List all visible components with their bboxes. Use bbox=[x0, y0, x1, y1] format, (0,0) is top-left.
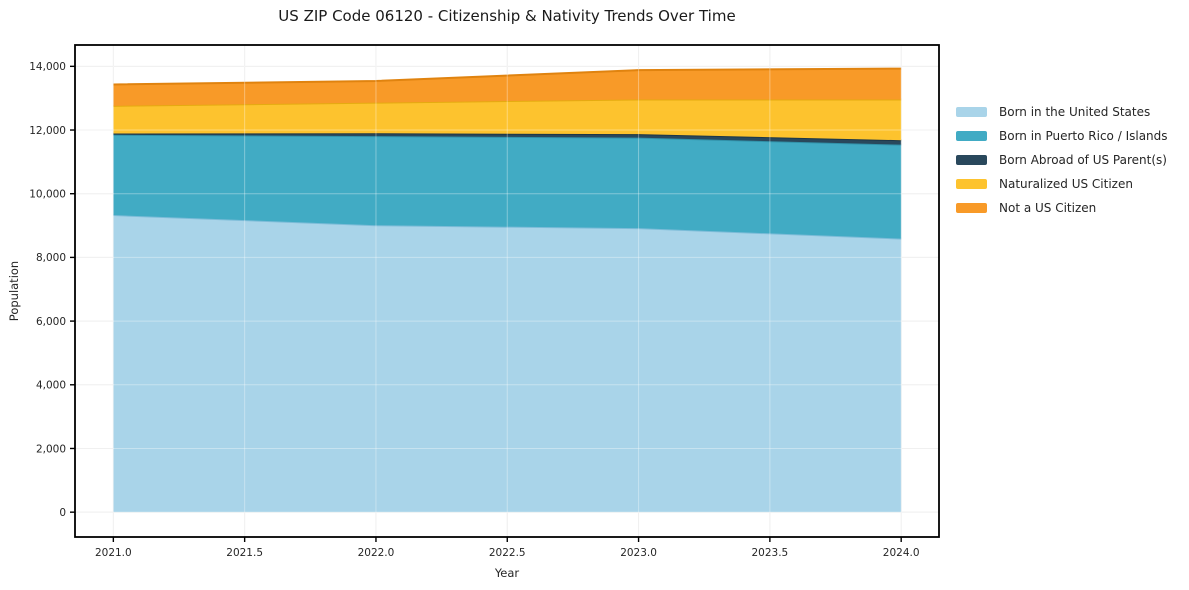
x-tick-label: 2023.0 bbox=[620, 547, 657, 559]
y-tick-label: 8,000 bbox=[36, 252, 66, 264]
area-series-3 bbox=[113, 99, 902, 141]
y-tick-label: 0 bbox=[59, 507, 66, 519]
area-series-4 bbox=[113, 68, 902, 106]
legend: Born in the United States Born in Puerto … bbox=[956, 100, 1168, 220]
legend-label: Not a US Citizen bbox=[999, 201, 1097, 215]
area-series-1 bbox=[113, 134, 902, 239]
legend-label: Born in the United States bbox=[999, 105, 1151, 119]
legend-swatch-icon bbox=[956, 155, 987, 165]
legend-label: Naturalized US Citizen bbox=[999, 177, 1133, 191]
legend-item-3: Naturalized US Citizen bbox=[956, 172, 1168, 196]
y-tick-label: 6,000 bbox=[36, 316, 66, 328]
legend-swatch-icon bbox=[956, 107, 987, 117]
chart-title: US ZIP Code 06120 - Citizenship & Nativi… bbox=[278, 7, 736, 25]
y-tick-label: 2,000 bbox=[36, 443, 66, 455]
y-tick-label: 4,000 bbox=[36, 380, 66, 392]
area-edge-4 bbox=[113, 67, 902, 86]
y-tick-label: 12,000 bbox=[29, 125, 66, 137]
y-axis-label: Population bbox=[7, 260, 21, 322]
area-series-0 bbox=[113, 215, 902, 513]
y-tick-label: 10,000 bbox=[29, 189, 66, 201]
x-tick-label: 2024.0 bbox=[883, 547, 920, 559]
legend-label: Born in Puerto Rico / Islands bbox=[999, 129, 1168, 143]
legend-swatch-icon bbox=[956, 131, 987, 141]
x-tick-label: 2021.5 bbox=[226, 547, 263, 559]
y-tick-label: 14,000 bbox=[29, 61, 66, 73]
x-tick-label: 2022.0 bbox=[358, 547, 395, 559]
x-tick-label: 2023.5 bbox=[752, 547, 789, 559]
legend-swatch-icon bbox=[956, 203, 987, 213]
legend-swatch-icon bbox=[956, 179, 987, 189]
legend-item-1: Born in Puerto Rico / Islands bbox=[956, 124, 1168, 148]
x-tick-label: 2021.0 bbox=[95, 547, 132, 559]
legend-item-2: Born Abroad of US Parent(s) bbox=[956, 148, 1168, 172]
legend-label: Born Abroad of US Parent(s) bbox=[999, 153, 1167, 167]
x-tick-label: 2022.5 bbox=[489, 547, 526, 559]
legend-item-0: Born in the United States bbox=[956, 100, 1168, 124]
x-axis-label: Year bbox=[494, 566, 520, 580]
legend-item-4: Not a US Citizen bbox=[956, 196, 1168, 220]
